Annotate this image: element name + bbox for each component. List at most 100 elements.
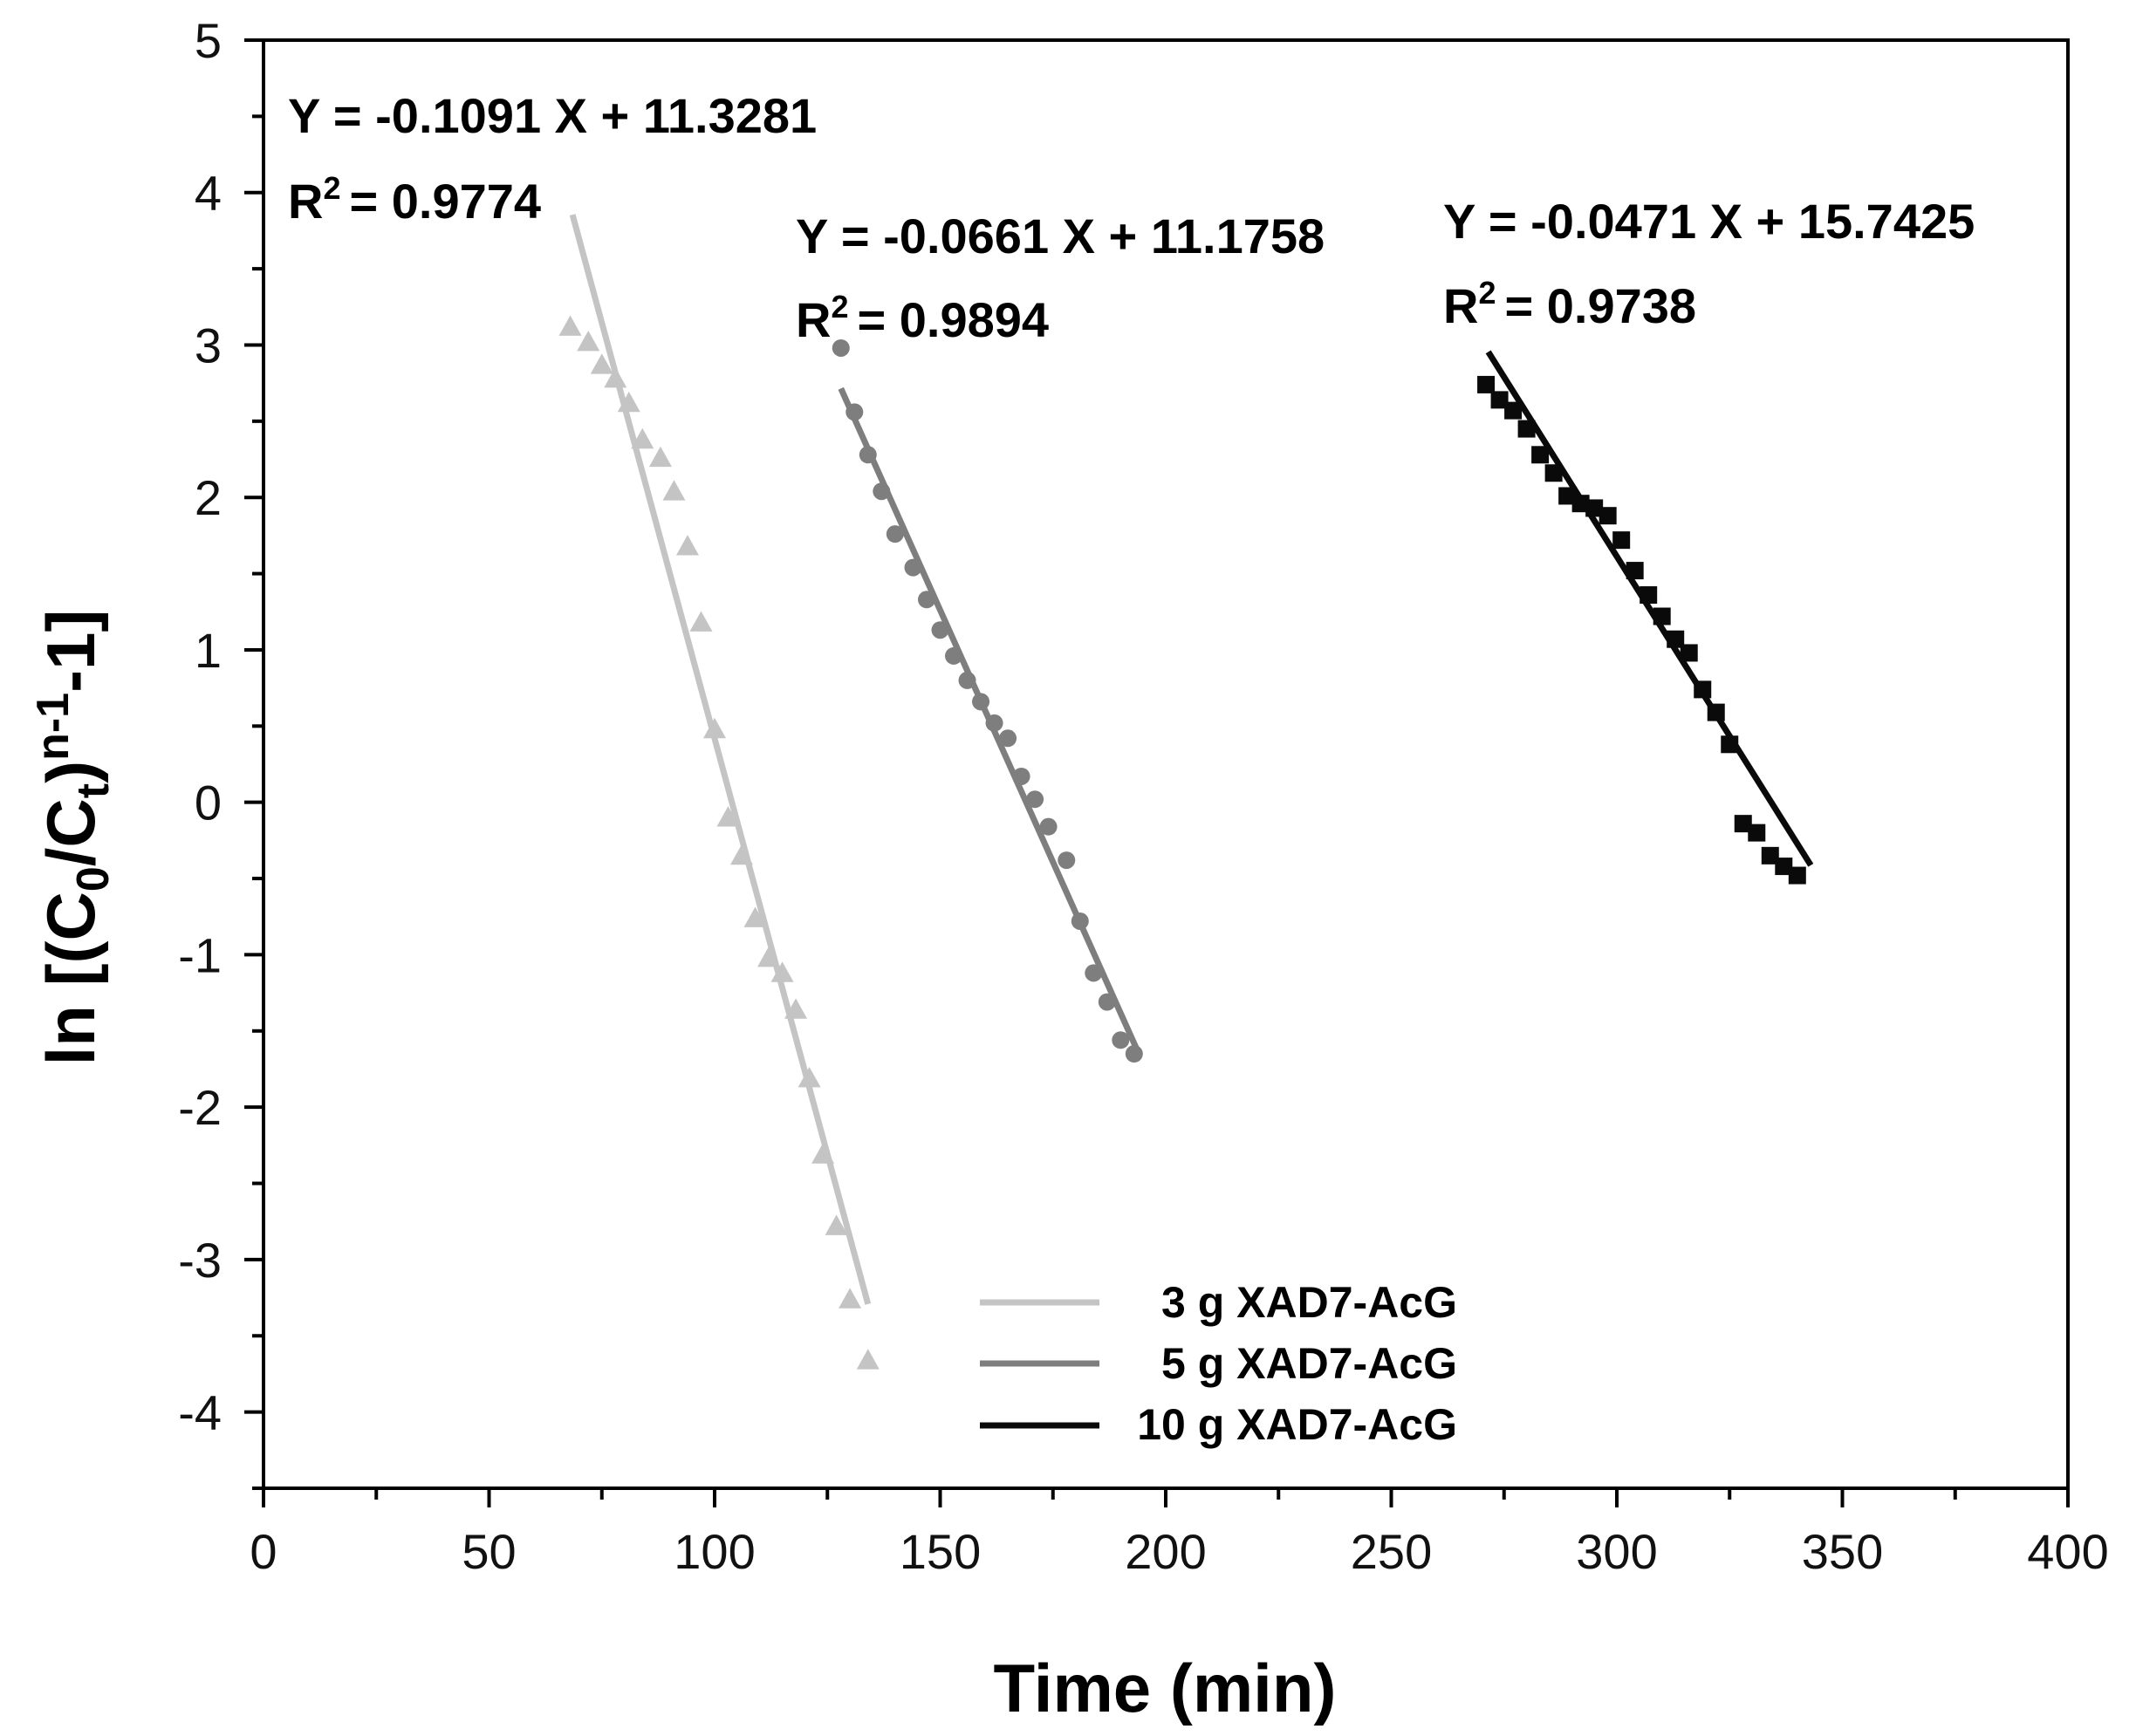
data-point-5-g-xad7-acg [1071, 912, 1089, 930]
data-point-3-g-xad7-acg [798, 1066, 821, 1088]
data-point-5-g-xad7-acg [832, 338, 850, 357]
data-point-10-g-xad7-acg [1477, 375, 1496, 393]
r2-symbol: R [796, 292, 831, 347]
legend: 3 g XAD7-AcG 5 g XAD7-AcG 10 g XAD7-AcG [980, 1278, 1457, 1449]
x-tick-label: 300 [1576, 1524, 1657, 1579]
fit-line-3-g-xad7-acg [569, 214, 872, 1305]
r2-symbol: R [1443, 278, 1478, 333]
data-point-10-g-xad7-acg [1612, 531, 1631, 550]
data-point-10-g-xad7-acg [1788, 866, 1806, 885]
data-point-3-g-xad7-acg [662, 480, 686, 501]
data-point-5-g-xad7-acg [1098, 993, 1116, 1011]
y-axis-title: ln [(C0/Ct)n-1-1] [28, 610, 119, 1066]
data-point-3-g-xad7-acg [856, 1349, 880, 1370]
series-5-g-xad7-acg [832, 338, 1143, 1063]
legend-label-3g: 3 g XAD7-AcG [1161, 1278, 1457, 1327]
y-axis-title-subscript: t [68, 783, 119, 798]
data-point-10-g-xad7-acg [1599, 507, 1617, 525]
series-5g-r2: R2 = 0.9894 [796, 289, 1049, 347]
y-tick-label: 0 [195, 776, 222, 830]
data-point-5-g-xad7-acg [972, 693, 990, 711]
data-point-10-g-xad7-acg [1490, 391, 1509, 409]
data-point-10-g-xad7-acg [1761, 846, 1779, 865]
data-point-5-g-xad7-acg [931, 621, 949, 639]
data-point-5-g-xad7-acg [1125, 1045, 1143, 1063]
data-point-5-g-xad7-acg [1085, 964, 1103, 982]
data-point-5-g-xad7-acg [985, 714, 1003, 732]
data-point-3-g-xad7-acg [590, 353, 613, 374]
x-tick-label: 350 [1802, 1524, 1883, 1579]
data-point-10-g-xad7-acg [1558, 487, 1577, 505]
y-tick-label: -1 [178, 927, 222, 982]
data-point-3-g-xad7-acg [825, 1214, 848, 1235]
data-point-5-g-xad7-acg [945, 646, 963, 665]
data-point-5-g-xad7-acg [999, 729, 1017, 748]
data-point-5-g-xad7-acg [904, 558, 922, 577]
data-point-3-g-xad7-acg [604, 366, 627, 388]
data-point-3-g-xad7-acg [577, 330, 600, 352]
data-point-3-g-xad7-acg [716, 806, 740, 827]
y-tick-label: 5 [195, 13, 222, 68]
data-point-10-g-xad7-acg [1667, 630, 1685, 648]
data-point-5-g-xad7-acg [873, 482, 891, 501]
r2-value: = 0.9774 [349, 174, 541, 229]
series-10-g-xad7-acg [1477, 350, 1814, 885]
y-tick-label: -4 [178, 1385, 222, 1440]
axes: 0 50 100 150 200 250 300 350 400 5 4 3 2 1 0 -1 -2 -3 -4 [178, 13, 2109, 1579]
r2-superscript: 2 [831, 289, 848, 325]
y-axis-title-part: ln [(C [32, 892, 109, 1065]
data-point-10-g-xad7-acg [1504, 401, 1523, 420]
data-point-10-g-xad7-acg [1775, 858, 1793, 876]
x-tick-label: 150 [900, 1524, 981, 1579]
x-tick-label: 250 [1351, 1524, 1432, 1579]
data-point-10-g-xad7-acg [1653, 607, 1671, 625]
data-point-3-g-xad7-acg [558, 315, 582, 336]
r2-superscript: 2 [1478, 275, 1496, 311]
data-point-5-g-xad7-acg [1012, 767, 1030, 785]
data-point-3-g-xad7-acg [757, 946, 781, 967]
series-5g-equation: Y = -0.0661 X + 11.1758 [796, 208, 1325, 263]
data-point-10-g-xad7-acg [1517, 420, 1536, 438]
data-point-10-g-xad7-acg [1707, 703, 1725, 721]
data-point-5-g-xad7-acg [859, 446, 877, 464]
y-tick-label: -2 [178, 1080, 222, 1135]
data-point-10-g-xad7-acg [1721, 735, 1739, 754]
data-point-5-g-xad7-acg [958, 671, 976, 689]
series-3g-r2: R2 = 0.9774 [288, 170, 541, 229]
data-point-5-g-xad7-acg [917, 591, 935, 609]
y-tick-label: -3 [178, 1233, 222, 1288]
x-tick-label: 200 [1125, 1524, 1206, 1579]
plot-area [558, 214, 1814, 1370]
data-point-10-g-xad7-acg [1571, 495, 1590, 513]
data-point-10-g-xad7-acg [1626, 562, 1644, 580]
data-point-5-g-xad7-acg [1039, 817, 1058, 836]
y-tick-label: 4 [195, 166, 222, 221]
data-point-10-g-xad7-acg [1585, 499, 1604, 517]
r2-value: = 0.9738 [1504, 278, 1696, 333]
series-3-g-xad7-acg [558, 214, 880, 1370]
data-point-5-g-xad7-acg [1112, 1031, 1130, 1049]
x-tick-label: 400 [2027, 1524, 2108, 1579]
data-point-5-g-xad7-acg [1026, 790, 1044, 809]
x-tick-label: 100 [674, 1524, 755, 1579]
data-point-3-g-xad7-acg [617, 391, 640, 413]
data-point-3-g-xad7-acg [648, 446, 672, 468]
data-point-3-g-xad7-acg [839, 1288, 862, 1309]
r2-symbol: R [288, 174, 323, 229]
data-point-3-g-xad7-acg [730, 844, 754, 865]
r2-value: = 0.9894 [857, 292, 1049, 347]
data-point-3-g-xad7-acg [703, 717, 726, 739]
y-axis-title-subscript: 0 [68, 866, 119, 892]
data-point-10-g-xad7-acg [1640, 586, 1658, 605]
y-axis-title-superscript: n-1 [28, 693, 79, 761]
legend-label-10g: 10 g XAD7-AcG [1137, 1400, 1457, 1449]
data-point-3-g-xad7-acg [743, 906, 767, 927]
y-axis-title-part: ) [32, 761, 109, 783]
series-10g-r2: R2 = 0.9738 [1443, 275, 1696, 333]
y-tick-label: 1 [195, 623, 222, 678]
data-point-10-g-xad7-acg [1748, 824, 1766, 842]
data-point-3-g-xad7-acg [675, 535, 699, 556]
data-point-5-g-xad7-acg [886, 525, 904, 543]
data-point-10-g-xad7-acg [1694, 680, 1712, 699]
